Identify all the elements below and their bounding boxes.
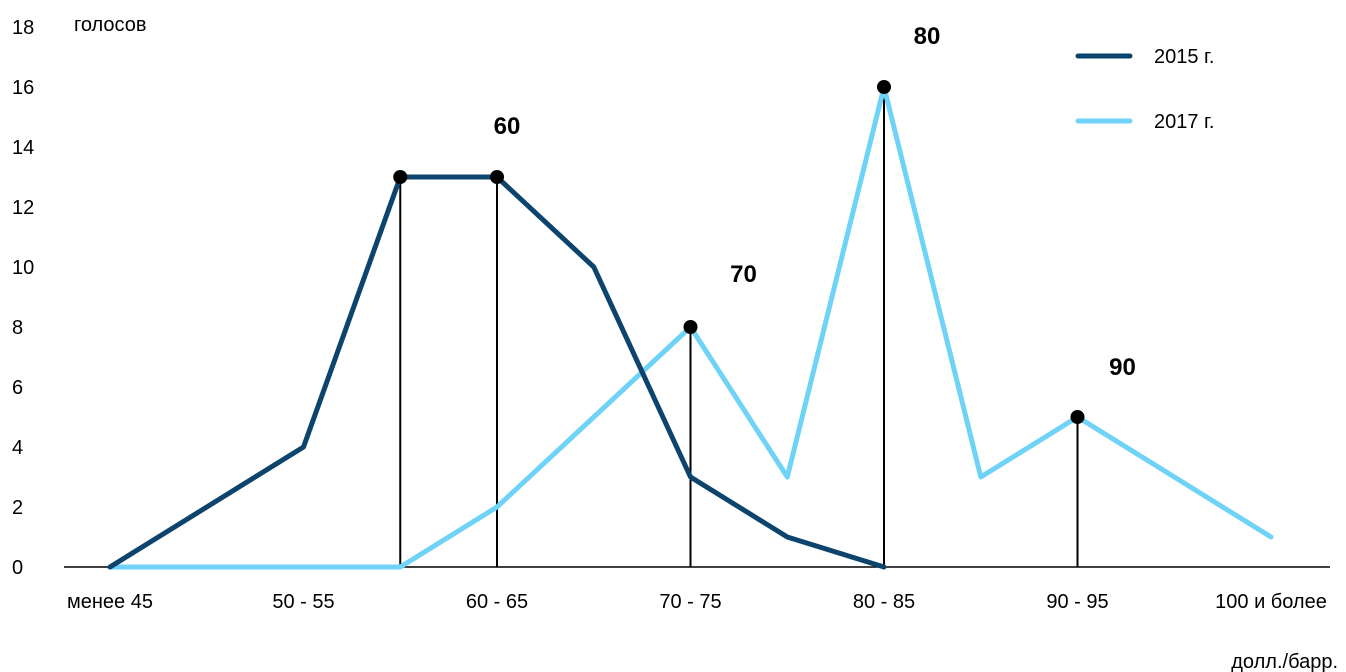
y-tick-label: 12 (12, 197, 34, 219)
marker-points (393, 80, 1085, 424)
x-tick-label: 100 и более (1215, 591, 1327, 613)
marker-dot (683, 320, 698, 334)
annotation-label: 60 (494, 113, 521, 140)
y-tick-label: 16 (12, 77, 34, 99)
marker-annotations: 60 70 80 90 (494, 23, 1136, 381)
x-tick-label: 60 - 65 (466, 591, 528, 613)
marker-dot (1070, 410, 1085, 424)
legend-label: 2015 г. (1154, 46, 1214, 68)
marker-dot (490, 170, 504, 184)
y-tick-label: 8 (12, 317, 23, 339)
annotation-label: 80 (914, 23, 941, 50)
x-axis: менее 45 50 - 55 60 - 65 70 - 75 80 - 85 90 -… (67, 591, 1327, 613)
y-tick-label: 4 (12, 437, 23, 459)
x-tick-label: менее 45 (67, 591, 153, 613)
annotation-label: 70 (730, 261, 757, 288)
x-tick-label: 80 - 85 (853, 591, 915, 613)
y-tick-label: 6 (12, 377, 23, 399)
x-tick-label: 70 - 75 (659, 591, 721, 613)
annotation-label: 90 (1109, 354, 1136, 381)
legend-label: 2017 г. (1154, 111, 1214, 133)
y-tick-label: 18 (12, 17, 34, 39)
marker-dot (877, 80, 891, 94)
legend: 2015 г. 2017 г. (1075, 46, 1214, 133)
x-tick-label: 50 - 55 (272, 591, 334, 613)
drop-lines (399, 87, 1079, 567)
y-tick-label: 0 (12, 557, 23, 579)
y-axis: 0 2 4 6 8 10 12 14 16 18 (12, 17, 34, 579)
x-axis-title: долл./барр. (1231, 651, 1338, 672)
marker-dot (393, 170, 408, 184)
y-tick-label: 14 (12, 137, 34, 159)
x-tick-label: 90 - 95 (1046, 591, 1108, 613)
y-axis-title: голосов (74, 14, 147, 36)
y-tick-label: 10 (12, 257, 34, 279)
y-tick-label: 2 (12, 497, 23, 519)
